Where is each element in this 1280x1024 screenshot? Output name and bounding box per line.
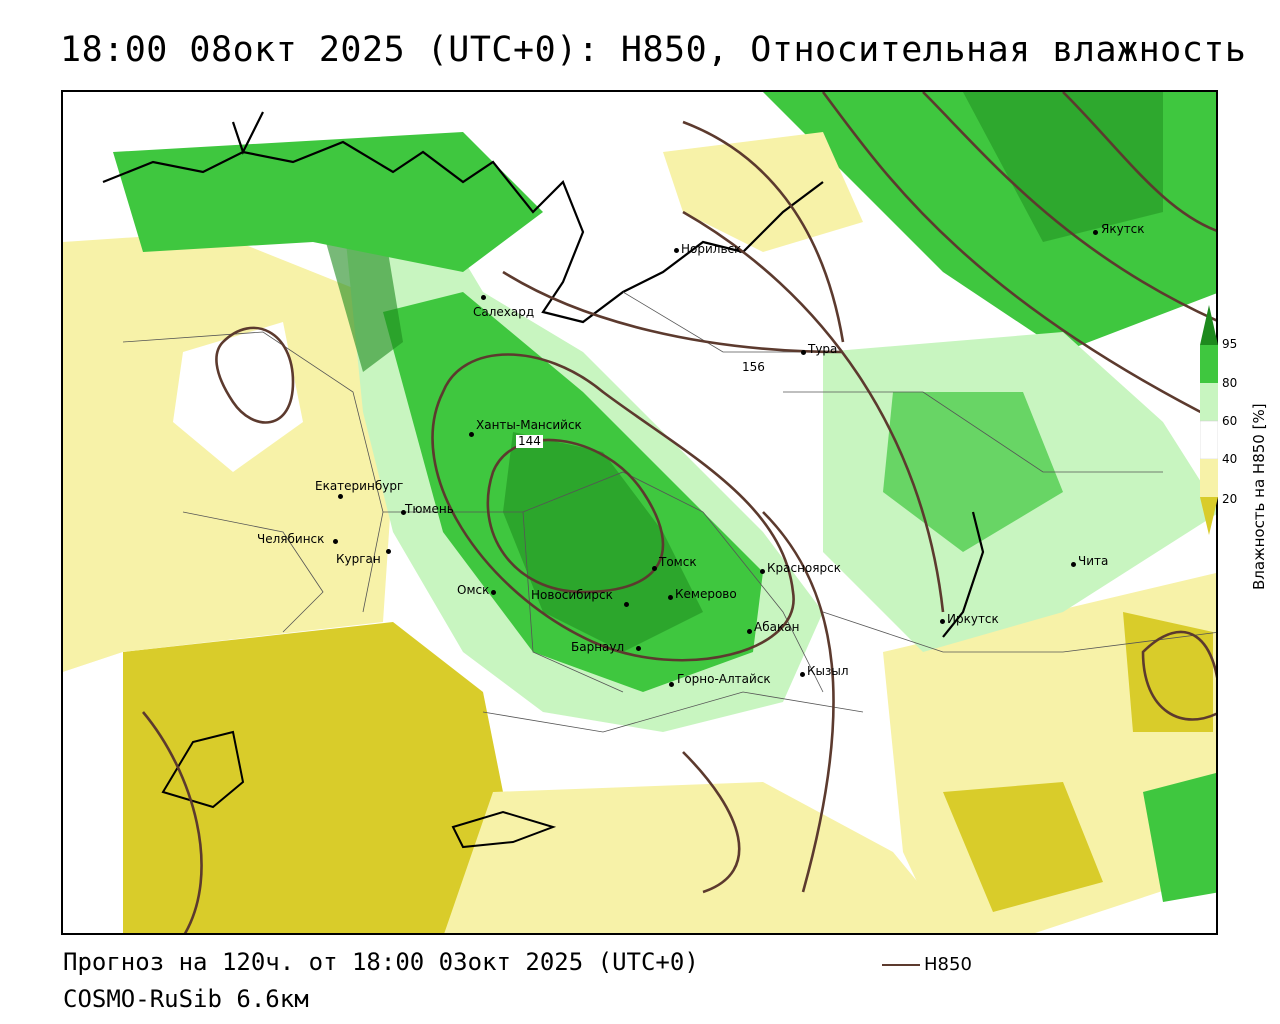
contour-label-156: 156 [740,360,767,374]
humid-east [883,392,1063,552]
city-label-norilsk: Норильск [681,242,742,256]
city-marker [940,619,945,624]
colorbar-tick-60: 60 [1222,414,1238,428]
contour-east-low [1141,630,1216,721]
city-marker [747,629,752,634]
city-label-krasnoyarsk: Красноярск [767,561,841,575]
city-label-tomsk: Томск [659,555,697,569]
h850-contours [142,92,1216,933]
city-label-omsk: Омск [457,583,490,597]
city-marker [669,682,674,687]
outside-domain-west [63,652,123,933]
very-humid-ural-strip [323,222,403,372]
city-marker [636,646,641,651]
city-label-chita: Чита [1078,554,1109,568]
contour-144-inner [486,438,665,594]
city-marker [800,672,805,677]
city-marker [674,248,679,253]
city-label-yakutsk: Якутск [1101,222,1145,236]
city-label-kyzyl: Кызыл [807,664,849,678]
colorbar-segment-40-60 [1200,420,1218,460]
city-label-gorno-altaysk: Горно-Алтайск [677,672,771,686]
city-label-ekaterinburg: Екатеринбург [315,479,404,493]
city-label-chelyabinsk: Челябинск [257,532,325,546]
dry-area-north [663,132,863,252]
h850-legend-label: H850 [924,954,972,975]
coastline-novaya-zemlya [231,111,264,155]
contour-ural [215,326,295,424]
city-marker [338,494,343,499]
city-marker [481,295,486,300]
lake-baikal [942,511,985,638]
humidity-colorbar [1200,305,1218,535]
city-label-barnaul: Барнаул [571,640,625,654]
map-panel[interactable]: 144 156 Норильск Якутск Салехард Тура Ха… [61,90,1218,935]
colorbar-segment-60-80 [1200,383,1218,421]
colorbar-segment-20-40 [1200,459,1218,497]
colorbar-title: Влажность на H850 [%] [1250,403,1268,590]
city-marker [491,590,496,595]
humid-far-east [1143,773,1216,902]
contour-north-3 [922,92,1216,322]
dry-area-south [444,782,960,933]
colorbar-tick-20: 20 [1222,492,1238,506]
contour-north-2 [821,92,1216,422]
contour-north-4 [1062,92,1216,232]
contour-north-1 [682,120,845,343]
contour-south [682,751,741,894]
colorbar-tick-95: 95 [1222,337,1238,351]
colorbar-top-triangle [1200,305,1218,345]
contour-156 [502,270,844,354]
city-label-tura: Тура [808,342,838,356]
contour-east-2 [762,511,835,893]
humidity-map [63,92,1216,933]
contour-label-144: 144 [516,434,543,448]
city-marker [333,539,338,544]
city-label-kemerovo: Кемерово [675,587,737,601]
city-marker [652,566,657,571]
city-label-irkutsk: Иркутск [947,612,999,626]
very-dry-area-east [1123,612,1213,732]
city-label-abakan: Абакан [754,620,800,634]
city-marker [668,595,673,600]
colorbar-segment-80-95 [1200,345,1218,383]
neutral-area-ural [173,322,303,472]
aral-sea [161,730,245,809]
city-marker [1093,230,1098,235]
city-marker [401,510,406,515]
city-label-salekhard: Салехард [473,305,535,319]
city-marker [469,432,474,437]
contour-east-1 [682,210,945,613]
city-label-tyumen: Тюмень [405,502,454,516]
forecast-info: Прогноз на 120ч. от 18:00 03окт 2025 (UT… [63,948,699,976]
very-dry-area-west [123,622,503,933]
city-label-khanty-mansiysk: Ханты-Мансийск [476,418,582,432]
city-label-kurgan: Курган [336,552,381,566]
humid-arctic [113,132,543,272]
h850-legend-line [882,964,920,966]
lake-balkhash [451,810,557,849]
very-humid-core [503,432,703,652]
colorbar-tick-80: 80 [1222,376,1238,390]
city-marker [760,569,765,574]
very-dry-area-mongolia [943,782,1103,912]
contour-southwest [142,711,203,933]
map-title: 18:00 08окт 2025 (UTC+0): H850, Относите… [60,30,1247,70]
city-label-novosibirsk: Новосибирск [531,588,613,602]
model-info: COSMO-RuSib 6.6км [63,985,309,1013]
city-marker [801,350,806,355]
contour-144-outer [431,353,795,662]
coastline [102,140,824,324]
colorbar-bottom-triangle [1200,497,1218,535]
city-marker [624,602,629,607]
city-marker [386,549,391,554]
very-humid-northeast [963,92,1163,242]
colorbar-tick-40: 40 [1222,452,1238,466]
city-marker [1071,562,1076,567]
